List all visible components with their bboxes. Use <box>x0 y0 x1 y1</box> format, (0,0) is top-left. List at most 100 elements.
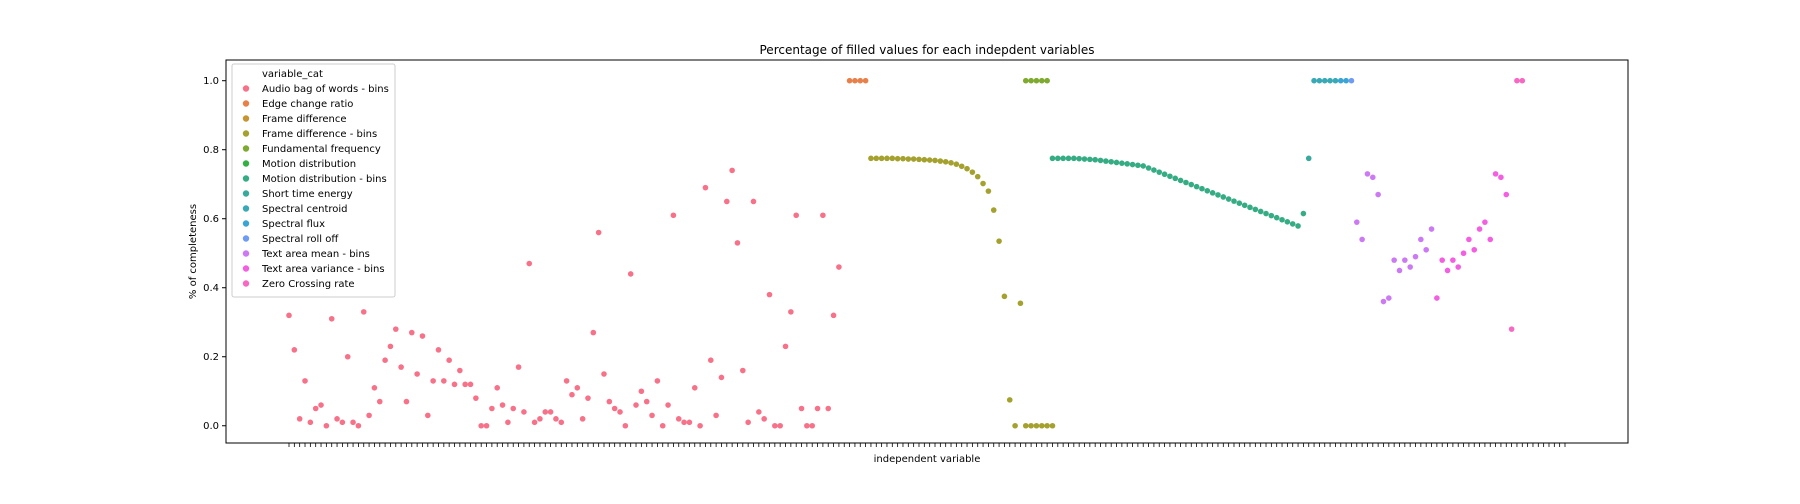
data-point <box>430 378 436 384</box>
data-point <box>505 419 511 426</box>
data-point <box>611 405 618 412</box>
data-point <box>1097 157 1104 164</box>
legend-marker <box>242 145 250 152</box>
data-point <box>1167 173 1173 180</box>
data-point <box>1391 257 1397 263</box>
legend-title: variable_cat <box>262 69 323 80</box>
data-point <box>846 77 853 84</box>
data-point <box>1450 257 1456 263</box>
data-point <box>1204 187 1211 194</box>
legend-entry: Audio bag of words - bins <box>262 84 389 95</box>
data-point <box>1172 175 1179 182</box>
data-point <box>419 333 426 339</box>
data-point <box>1231 198 1237 204</box>
data-point <box>723 198 730 205</box>
data-point <box>1135 162 1141 169</box>
data-point <box>1482 219 1488 225</box>
data-point <box>1113 159 1120 166</box>
data-point <box>1407 264 1413 270</box>
data-point <box>510 405 517 412</box>
data-point <box>371 384 378 391</box>
data-point <box>1460 250 1467 257</box>
data-point <box>643 398 650 405</box>
data-point <box>804 422 810 429</box>
y-tick-label: 1.0 <box>203 76 219 87</box>
data-point <box>1476 226 1483 232</box>
data-point <box>766 291 773 298</box>
y-tick-label: 0.0 <box>203 421 219 432</box>
data-point <box>1396 267 1403 274</box>
data-point <box>526 260 533 267</box>
data-point <box>1028 422 1034 429</box>
data-point <box>985 188 992 194</box>
data-point <box>777 422 783 429</box>
data-point <box>1428 226 1435 232</box>
data-point <box>1300 210 1307 217</box>
data-point <box>750 198 757 205</box>
data-point <box>1215 192 1221 198</box>
data-point <box>1343 77 1349 84</box>
data-point <box>969 169 976 175</box>
data-point <box>441 378 447 384</box>
legend-entry: Motion distribution <box>262 159 356 170</box>
legend-entry: Frame difference - bins <box>262 129 377 140</box>
data-point <box>1257 208 1264 215</box>
data-point <box>296 416 303 422</box>
data-point <box>1236 200 1243 206</box>
data-point <box>585 395 591 401</box>
data-point <box>547 409 554 415</box>
data-point <box>1268 212 1275 219</box>
data-point <box>1402 257 1408 263</box>
data-point <box>462 381 468 388</box>
data-point <box>521 409 527 415</box>
data-point <box>1103 158 1109 164</box>
data-point <box>1022 77 1029 84</box>
data-point <box>857 77 864 84</box>
data-point <box>1188 181 1195 188</box>
data-point <box>1455 264 1462 270</box>
data-point <box>1364 171 1371 177</box>
data-point <box>1295 223 1301 229</box>
data-point <box>1055 155 1061 162</box>
data-point <box>820 212 826 219</box>
data-point <box>622 422 629 429</box>
data-point <box>318 402 324 408</box>
legend-entry: Spectral roll off <box>262 234 339 245</box>
data-point <box>489 405 495 412</box>
data-point <box>889 155 896 162</box>
data-point <box>718 374 725 381</box>
legend-box <box>231 63 396 298</box>
y-axis: 0.0 0.2 0.4 0.6 0.8 1.0 <box>203 76 226 432</box>
data-point <box>1418 236 1424 243</box>
data-point <box>403 398 410 405</box>
legend-items: Audio bag of words - bins Edge change rat… <box>242 84 389 290</box>
legend-marker <box>242 130 250 137</box>
data-point <box>1375 191 1381 198</box>
data-point <box>665 402 671 408</box>
data-point <box>926 157 933 163</box>
legend-entry: Fundamental frequency <box>262 144 381 155</box>
data-point <box>1193 183 1200 190</box>
data-point <box>515 364 522 370</box>
data-point <box>569 391 575 398</box>
data-point <box>1316 77 1323 84</box>
data-point <box>633 402 639 408</box>
data-point <box>286 312 292 319</box>
data-point <box>617 409 623 415</box>
data-point <box>921 156 928 163</box>
data-point <box>360 309 367 315</box>
data-point <box>499 402 506 408</box>
data-point <box>392 326 399 332</box>
data-point <box>579 416 586 422</box>
legend-entry: Text area variance - bins <box>261 264 385 275</box>
legend-marker <box>242 190 250 197</box>
data-point <box>302 378 308 384</box>
data-point <box>878 155 885 162</box>
legend-entry: Text area mean - bins <box>261 249 370 260</box>
data-point <box>638 388 645 395</box>
data-point <box>974 173 981 180</box>
data-point <box>937 158 944 164</box>
data-point <box>953 161 960 168</box>
data-point <box>1321 77 1328 84</box>
data-point <box>788 309 794 315</box>
